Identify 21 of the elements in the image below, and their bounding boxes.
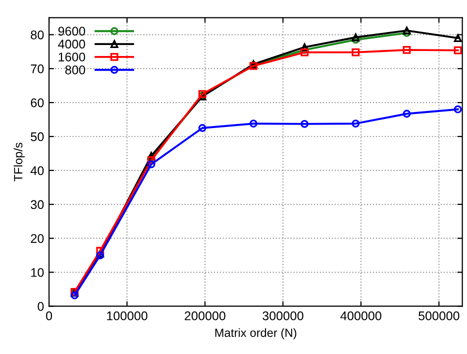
x-tick-label: 0 — [46, 311, 52, 320]
y-tick-label: 30 — [30, 200, 44, 210]
x-axis-title: Matrix order (N) — [215, 328, 296, 340]
legend-label: 800 — [65, 65, 86, 74]
x-tick-label: 300000 — [262, 311, 304, 320]
x-tick-label: 200000 — [184, 311, 226, 320]
y-axis-title: TFlop/s — [14, 142, 25, 182]
y-tick-label: 60 — [30, 98, 44, 108]
y-tick-label: 20 — [30, 234, 44, 243]
legend-label: 4000 — [58, 40, 86, 49]
y-tick-label: 40 — [30, 166, 44, 176]
legend-label: 1600 — [58, 52, 86, 62]
x-tick-label: 100000 — [107, 311, 148, 320]
y-tick-label: 50 — [30, 132, 44, 142]
y-tick-label: 70 — [30, 64, 44, 74]
legend-label: 9600 — [58, 26, 86, 36]
y-tick-label: 0 — [38, 302, 44, 311]
x-tick-label: 500000 — [418, 311, 460, 320]
x-tick-label: 400000 — [340, 311, 382, 320]
y-tick-label: 80 — [30, 30, 44, 40]
y-tick-label: 10 — [31, 268, 44, 277]
